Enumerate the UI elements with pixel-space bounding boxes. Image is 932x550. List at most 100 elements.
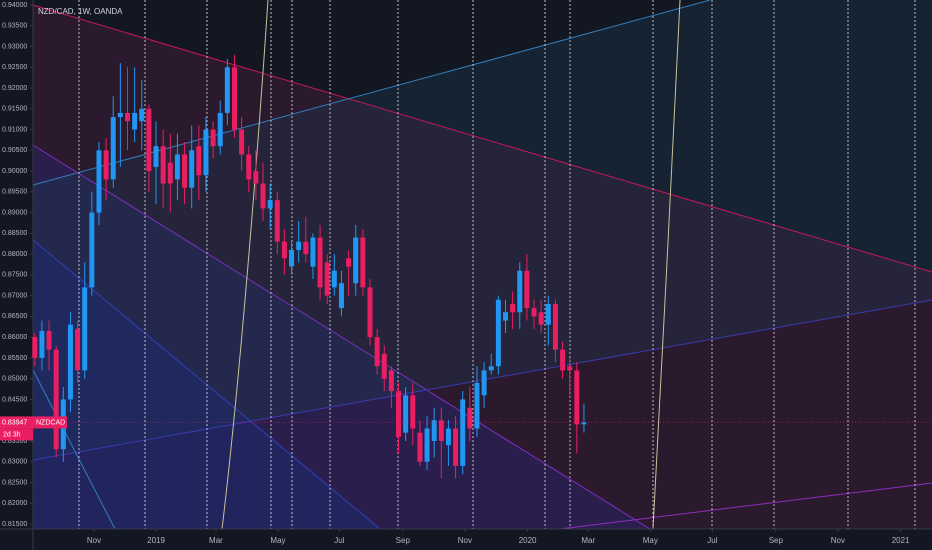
candle-body — [281, 241, 287, 259]
x-tick-label: 2021 — [892, 536, 910, 545]
y-tick-label: 0.90000 — [2, 168, 27, 175]
x-tick-label: Mar — [581, 536, 595, 545]
candle-body — [396, 391, 402, 437]
y-tick-label: 0.84500 — [2, 396, 27, 403]
candle-body — [367, 287, 373, 338]
candle-body — [196, 146, 202, 176]
candle-body — [110, 117, 116, 180]
candle-body — [574, 370, 580, 425]
candle-body — [132, 112, 138, 130]
y-tick-label: 0.83000 — [2, 459, 27, 466]
candle-body — [303, 241, 309, 255]
candle-body — [289, 249, 295, 267]
y-tick-label: 0.81500 — [2, 521, 27, 528]
candle-body — [210, 129, 216, 147]
x-tick-label: Nov — [458, 536, 472, 545]
x-tick-label: Nov — [831, 536, 845, 545]
trend-line — [32, 0, 711, 186]
candle-body — [231, 67, 237, 130]
y-tick-label: 0.92500 — [2, 64, 27, 71]
candle-body — [338, 283, 344, 309]
candle-body — [424, 428, 430, 462]
y-tick-label: 0.89000 — [2, 209, 27, 216]
candle-body — [517, 270, 523, 313]
last-price-label: 0.83947 — [2, 419, 27, 426]
drawings — [32, 0, 932, 530]
candle-body — [538, 312, 544, 325]
y-tick-label: 0.86000 — [2, 334, 27, 341]
y-tick-label: 0.86500 — [2, 313, 27, 320]
candle-body — [438, 420, 444, 441]
y-tick-label: 0.93500 — [2, 23, 27, 30]
candle-body — [274, 200, 280, 242]
candle-body — [46, 330, 52, 350]
y-tick-label: 0.93000 — [2, 43, 27, 50]
candle-body — [239, 129, 245, 155]
candle-body — [488, 366, 494, 371]
trend-line — [32, 369, 116, 530]
x-tick-label: 2020 — [519, 536, 537, 545]
candle-body — [153, 146, 159, 167]
candle-body — [431, 420, 437, 441]
candle-body — [445, 428, 451, 446]
y-tick-label: 0.91500 — [2, 106, 27, 113]
candle-body — [167, 162, 173, 184]
candle-body — [53, 349, 59, 450]
candle-body — [388, 370, 394, 392]
candle-body — [410, 395, 416, 429]
y-tick-label: 0.89500 — [2, 189, 27, 196]
candle-body — [317, 237, 323, 288]
candle-body — [189, 150, 195, 188]
x-tick-label: Jul — [707, 536, 717, 545]
candle-body — [253, 171, 259, 184]
candle-body — [474, 382, 480, 429]
y-tick-label: 0.85000 — [2, 376, 27, 383]
candle-body — [331, 270, 337, 288]
candle-body — [360, 237, 366, 288]
candle-body — [460, 399, 466, 466]
candle-body — [75, 328, 81, 371]
x-tick-label: 2019 — [147, 536, 165, 545]
candle-body — [89, 212, 95, 288]
x-tick-label: May — [270, 536, 285, 545]
candle-body — [246, 154, 252, 180]
candle-body — [139, 108, 145, 122]
y-tick-label: 0.91000 — [2, 126, 27, 133]
candle-body — [531, 308, 537, 317]
trend-line — [559, 482, 932, 530]
x-tick-label: Mar — [209, 536, 223, 545]
y-tick-label: 0.88500 — [2, 230, 27, 237]
y-tick-label: 0.87000 — [2, 292, 27, 299]
candle-body — [481, 370, 487, 396]
candle-body — [182, 154, 188, 188]
y-tick-label: 0.94000 — [2, 2, 27, 9]
candle-body — [495, 299, 501, 367]
x-tick-label: May — [643, 536, 658, 545]
candle-body — [324, 262, 330, 296]
last-price-badge — [0, 416, 33, 429]
candle-body — [67, 324, 73, 400]
candle-body — [267, 200, 273, 209]
x-tick-label: Nov — [87, 536, 101, 545]
candle-body — [417, 432, 423, 462]
candle-body — [503, 312, 509, 321]
y-tick-label: 0.90500 — [2, 147, 27, 154]
candle-body — [353, 237, 359, 284]
candle-body — [203, 129, 209, 176]
candle-body — [103, 150, 109, 180]
x-tick-label: Jul — [334, 536, 344, 545]
time-axis — [0, 529, 932, 550]
candle-body — [32, 337, 38, 358]
candle-body — [96, 150, 102, 213]
y-tick-label: 0.82000 — [2, 500, 27, 507]
candle-body — [524, 270, 530, 309]
candle-body — [39, 330, 45, 358]
x-tick-label: Sep — [396, 536, 411, 545]
y-tick-label: 0.85500 — [2, 355, 27, 362]
candle-body — [453, 428, 459, 466]
y-tick-label: 0.83500 — [2, 438, 27, 445]
candle-body — [581, 422, 587, 425]
candle-body — [374, 337, 380, 367]
y-tick-label: 0.88000 — [2, 251, 27, 258]
countdown-label: 2d 3h — [3, 431, 21, 438]
